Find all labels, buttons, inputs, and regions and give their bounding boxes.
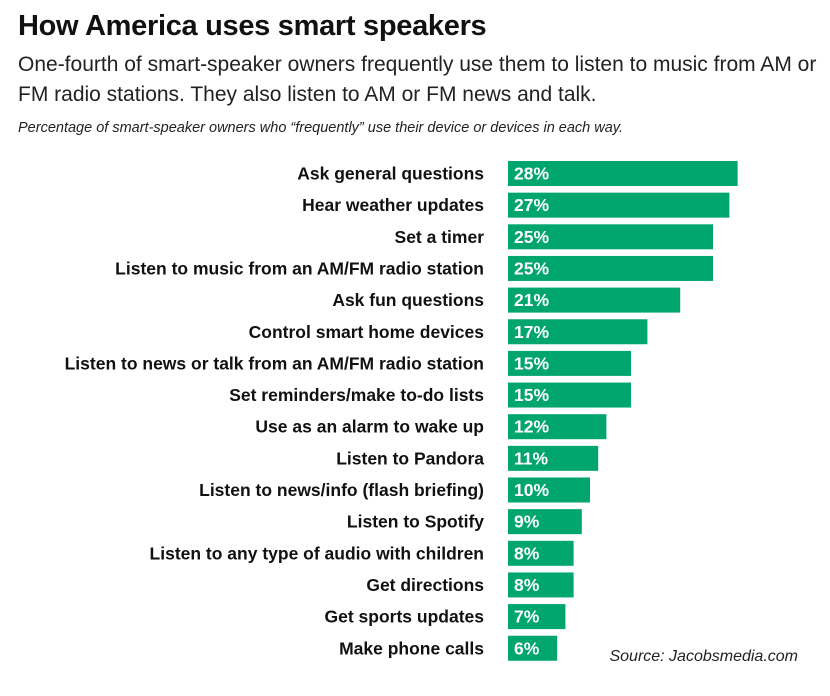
category-label: Listen to any type of audio with childre… bbox=[150, 543, 484, 563]
chart-source: Source: Jacobsmedia.com bbox=[609, 648, 798, 665]
category-label: Hear weather updates bbox=[302, 195, 484, 215]
value-label: 9% bbox=[514, 512, 540, 532]
bar bbox=[508, 509, 582, 535]
bar bbox=[508, 604, 566, 630]
value-label: 8% bbox=[514, 543, 540, 563]
bar bbox=[508, 382, 631, 408]
bar bbox=[508, 287, 681, 313]
value-label: 15% bbox=[514, 353, 549, 373]
bar bbox=[508, 161, 738, 186]
value-label: 27% bbox=[514, 195, 549, 215]
category-label: Listen to Spotify bbox=[347, 512, 484, 532]
category-label: Listen to music from an AM/FM radio stat… bbox=[115, 258, 484, 278]
value-label: 25% bbox=[514, 227, 549, 247]
bar bbox=[508, 540, 574, 566]
category-label: Use as an alarm to wake up bbox=[255, 417, 484, 437]
category-label: Ask general questions bbox=[297, 164, 484, 184]
chart-note: Percentage of smart-speaker owners who “… bbox=[18, 120, 623, 136]
bar bbox=[508, 477, 590, 503]
category-label: Listen to news/info (flash briefing) bbox=[199, 480, 484, 500]
bar bbox=[508, 319, 648, 345]
value-label: 12% bbox=[514, 417, 549, 437]
value-label: 10% bbox=[514, 480, 549, 500]
value-label: 11% bbox=[514, 448, 548, 468]
value-label: 17% bbox=[514, 322, 549, 342]
category-label: Get sports updates bbox=[325, 607, 485, 627]
bar bbox=[508, 255, 713, 281]
bar bbox=[508, 414, 607, 440]
category-label: Control smart home devices bbox=[249, 322, 485, 342]
category-label: Make phone calls bbox=[339, 638, 484, 658]
bar bbox=[508, 445, 599, 471]
chart-title: How America uses smart speakers bbox=[18, 10, 487, 42]
bar bbox=[508, 635, 558, 661]
value-label: 28% bbox=[514, 164, 549, 184]
bar bbox=[508, 224, 713, 250]
bar bbox=[508, 572, 574, 598]
category-label: Get directions bbox=[366, 575, 484, 595]
category-label: Listen to Pandora bbox=[336, 448, 484, 468]
value-label: 15% bbox=[514, 385, 549, 405]
value-label: 25% bbox=[514, 258, 549, 278]
chart-subtitle: One-fourth of smart-speaker owners frequ… bbox=[18, 53, 817, 106]
value-label: 21% bbox=[514, 290, 549, 310]
category-label: Ask fun questions bbox=[332, 290, 484, 310]
category-label: Listen to news or talk from an AM/FM rad… bbox=[65, 353, 484, 373]
value-label: 6% bbox=[514, 638, 540, 658]
category-label: Set a timer bbox=[395, 227, 485, 247]
value-label: 7% bbox=[514, 607, 540, 627]
bar bbox=[508, 350, 631, 376]
value-label: 8% bbox=[514, 575, 540, 595]
bar bbox=[508, 192, 730, 218]
category-label: Set reminders/make to-do lists bbox=[229, 385, 484, 405]
